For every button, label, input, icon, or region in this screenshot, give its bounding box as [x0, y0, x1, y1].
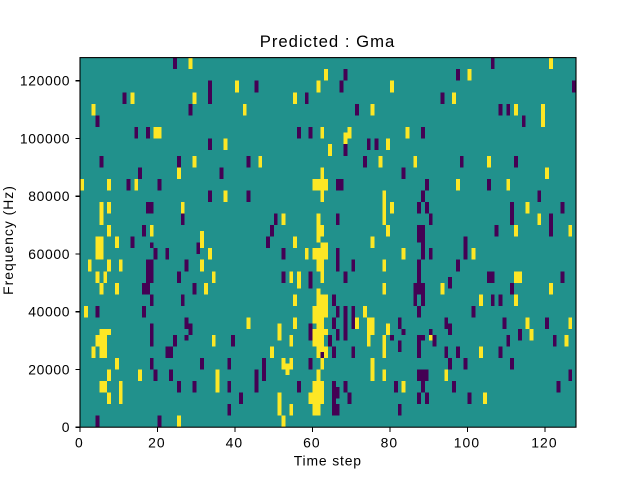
svg-text:100000: 100000: [20, 130, 70, 146]
svg-text:40000: 40000: [28, 304, 70, 320]
svg-text:Frequency (Hz): Frequency (Hz): [0, 185, 16, 295]
svg-text:20000: 20000: [28, 361, 70, 377]
svg-text:120000: 120000: [20, 73, 70, 89]
svg-text:60: 60: [303, 435, 321, 451]
svg-text:0: 0: [75, 435, 84, 451]
svg-text:0: 0: [62, 419, 70, 435]
svg-text:20: 20: [148, 435, 166, 451]
svg-text:Time step: Time step: [294, 452, 362, 468]
svg-text:80000: 80000: [28, 188, 70, 204]
svg-text:100: 100: [454, 435, 480, 451]
svg-text:80: 80: [381, 435, 399, 451]
svg-text:40: 40: [226, 435, 244, 451]
svg-text:Predicted : Gma: Predicted : Gma: [260, 32, 396, 51]
svg-text:120: 120: [531, 435, 557, 451]
svg-text:60000: 60000: [28, 246, 70, 262]
